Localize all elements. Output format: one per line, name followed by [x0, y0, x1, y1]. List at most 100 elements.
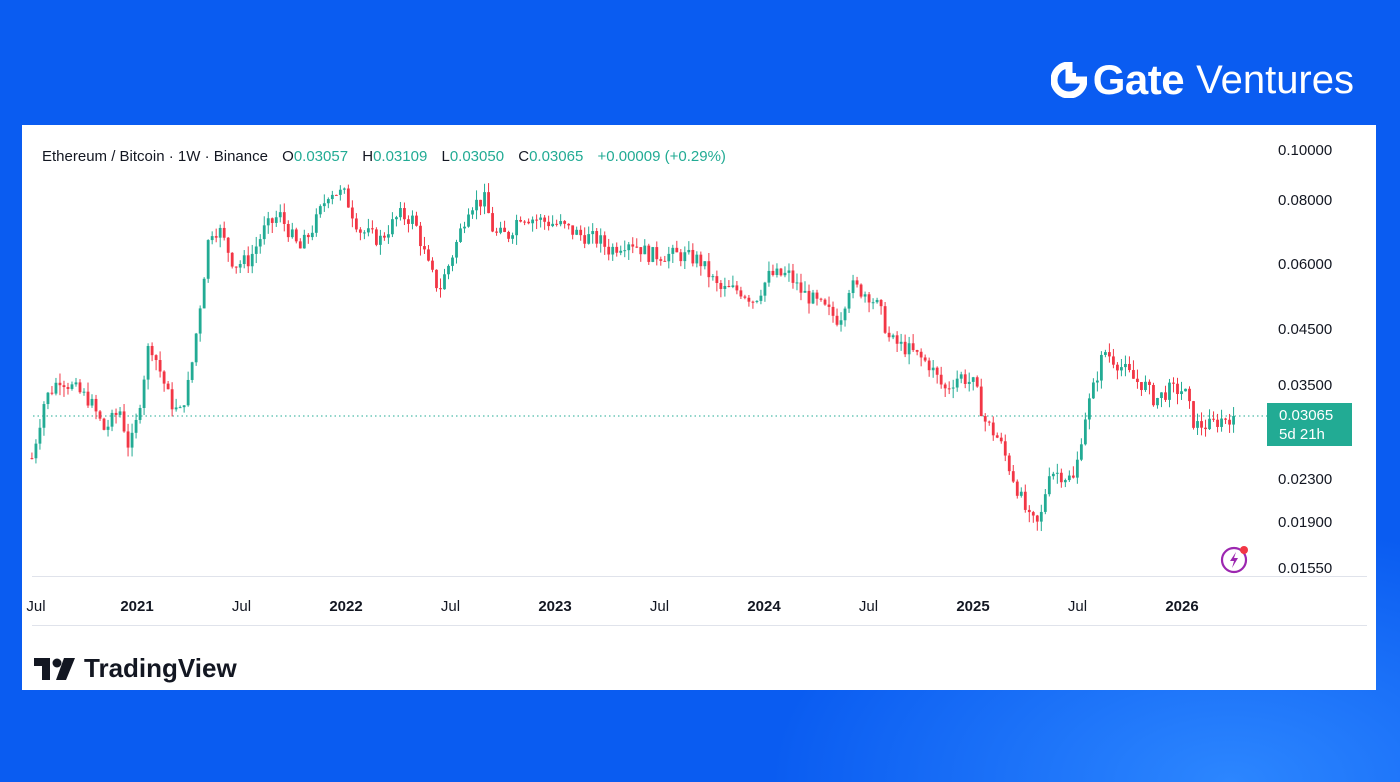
candle	[94, 394, 98, 420]
candle-body	[106, 426, 110, 430]
candle-body	[1172, 382, 1175, 384]
close-label: C	[518, 148, 530, 165]
candle-body	[835, 315, 839, 325]
candle	[727, 280, 731, 288]
candle	[1220, 409, 1223, 432]
candle	[242, 250, 246, 269]
candle	[535, 214, 539, 230]
candle	[495, 227, 498, 236]
candle-body	[903, 341, 907, 355]
candle-body	[795, 282, 799, 284]
candle-body	[455, 241, 458, 258]
candle	[491, 206, 494, 233]
candle	[791, 263, 795, 289]
candle-body	[74, 382, 78, 385]
candle	[967, 372, 971, 392]
candle	[875, 297, 879, 304]
candle-body	[358, 229, 362, 233]
candle-body	[839, 320, 843, 325]
candle-body	[34, 443, 38, 459]
candle	[559, 214, 563, 227]
candle	[278, 204, 282, 223]
candle	[583, 227, 587, 249]
candle	[218, 224, 222, 248]
candle	[959, 371, 963, 384]
candle-body	[174, 407, 178, 410]
candle	[210, 231, 214, 245]
candle	[318, 204, 322, 218]
price-tick: 0.04500	[1278, 320, 1333, 338]
candle	[799, 273, 803, 301]
candle-body	[411, 215, 414, 224]
candle	[567, 223, 571, 230]
candle	[1228, 413, 1231, 433]
candle-body	[431, 260, 434, 270]
candle	[134, 413, 138, 439]
candle	[254, 236, 258, 264]
candle	[98, 410, 102, 421]
candle-body	[146, 345, 150, 380]
candle	[1059, 468, 1063, 488]
time-tick: Jul	[231, 598, 252, 615]
candle-body	[374, 229, 378, 245]
lightning-icon[interactable]	[1220, 544, 1250, 574]
candle	[1035, 514, 1039, 531]
last-price-value: 0.03065	[1279, 407, 1334, 424]
candle-body	[943, 384, 947, 389]
candle-body	[1055, 472, 1059, 474]
gate-logo-icon	[1050, 62, 1087, 98]
symbol-name[interactable]: Ethereum / Bitcoin	[42, 148, 165, 165]
footer-divider	[32, 625, 1367, 626]
candle-body	[987, 421, 991, 423]
candle-body	[395, 217, 398, 220]
price-tick: 0.01900	[1278, 514, 1333, 532]
candle-body	[967, 381, 971, 384]
candle-body	[611, 246, 615, 255]
candle-body	[370, 228, 374, 230]
candle-body	[523, 221, 527, 223]
candle-body	[246, 255, 250, 267]
candle	[523, 220, 527, 226]
candle-body	[202, 278, 206, 309]
candle-body	[439, 288, 442, 290]
candle-body	[1204, 427, 1207, 430]
candle-body	[891, 335, 895, 338]
candle-body	[70, 384, 74, 389]
tradingview-logo[interactable]: TradingView	[34, 653, 237, 684]
candle-body	[50, 392, 54, 394]
time-tick: Jul	[649, 598, 670, 615]
candle	[1116, 362, 1119, 380]
candle	[1124, 355, 1127, 377]
candle	[795, 273, 799, 291]
candle-body	[310, 232, 314, 238]
candle	[1156, 397, 1159, 409]
candle	[178, 405, 182, 409]
bar-countdown: 5d 21h	[1279, 426, 1325, 443]
candle-body	[723, 285, 727, 289]
candle	[190, 361, 194, 383]
candle-body	[62, 385, 66, 388]
candle-body	[142, 379, 146, 409]
candle-body	[210, 236, 214, 241]
time-tick: 2022	[329, 598, 363, 615]
candle-body	[791, 270, 795, 283]
candle-body	[667, 253, 671, 262]
candle-body	[150, 345, 154, 356]
candle-body	[759, 295, 763, 301]
candle	[907, 336, 911, 365]
candle	[1164, 385, 1167, 402]
candle-body	[1079, 444, 1083, 460]
candle	[607, 238, 611, 261]
last-price-label: 0.03065 5d 21h	[1267, 403, 1352, 446]
candle-body	[114, 412, 118, 415]
interval[interactable]: 1W	[177, 148, 201, 165]
candle-body	[715, 276, 719, 284]
price-tick: 0.01550	[1278, 559, 1333, 577]
candle	[262, 216, 266, 245]
candle-body	[238, 264, 242, 268]
candle	[659, 256, 663, 266]
candle	[423, 236, 426, 254]
candle	[823, 298, 827, 306]
candle	[519, 216, 522, 223]
